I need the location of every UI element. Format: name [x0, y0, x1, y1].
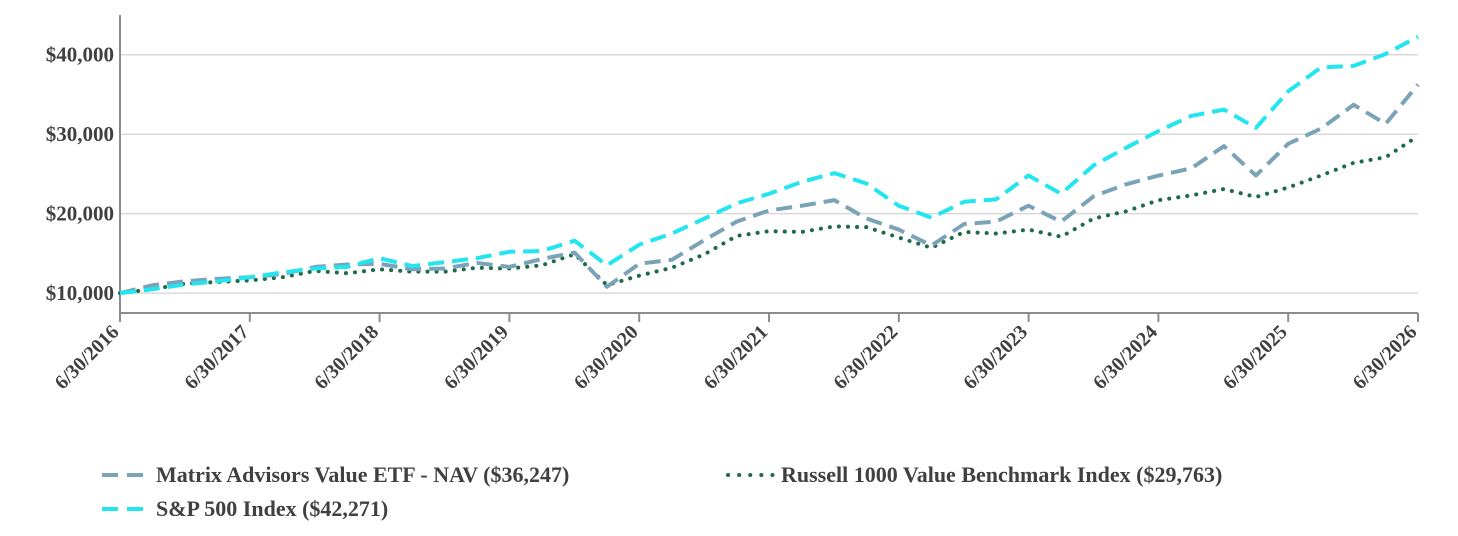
x-tick-label: 6/30/2018: [310, 321, 383, 394]
x-tick-labels: 6/30/2016 6/30/2017 6/30/2018 6/30/2019 6/30…: [51, 321, 1422, 394]
x-tick-label: 6/30/2022: [829, 321, 902, 394]
x-tick-label: 6/30/2026: [1349, 321, 1422, 394]
series-line-0: [119, 83, 1420, 296]
legend-label: Matrix Advisors Value ETF - NAV ($36,247…: [156, 462, 570, 487]
y-tick-label: $40,000: [46, 43, 114, 67]
x-tick-label: 6/30/2025: [1219, 321, 1292, 394]
y-tick-label: $20,000: [46, 202, 114, 226]
line-chart: $10,000$20,000$30,000$40,000 6/30/2016 6/…: [46, 15, 1422, 394]
gridlines: [120, 53, 1418, 294]
legend-swatch-dotted-icon: [726, 473, 775, 477]
y-tick-label: $30,000: [46, 122, 114, 146]
legend-label: S&P 500 Index ($42,271): [156, 496, 389, 521]
legend-item-russell-1000-value: Russell 1000 Value Benchmark Index ($29,…: [725, 462, 1222, 488]
legend: Matrix Advisors Value ETF - NAV ($36,247…: [100, 462, 1400, 532]
legend-swatch-dashed-icon: [102, 473, 148, 477]
series-line-2: [119, 34, 1419, 296]
x-tick-label: 6/30/2017: [180, 321, 253, 394]
legend-item-sp500: S&P 500 Index ($42,271): [100, 496, 388, 522]
y-tick-labels: $10,000 $20,000 $30,000 $40,000: [46, 43, 114, 305]
x-tick-label: 6/30/2016: [51, 321, 124, 394]
x-tick-label: 6/30/2023: [959, 321, 1032, 394]
x-tick-label: 6/30/2020: [570, 321, 643, 394]
series-line-1: [118, 134, 1420, 296]
x-tick-label: 6/30/2021: [700, 321, 773, 394]
legend-item-matrix-advisors: Matrix Advisors Value ETF - NAV ($36,247…: [100, 462, 569, 488]
x-tick-label: 6/30/2019: [440, 321, 513, 394]
x-tick-label: 6/30/2024: [1089, 321, 1162, 394]
legend-label: Russell 1000 Value Benchmark Index ($29,…: [781, 462, 1223, 487]
axes: [119, 15, 1419, 322]
y-tick-label: $10,000: [46, 281, 114, 305]
series-lines: [118, 34, 1420, 296]
legend-swatch-dashed-icon: [102, 507, 148, 511]
